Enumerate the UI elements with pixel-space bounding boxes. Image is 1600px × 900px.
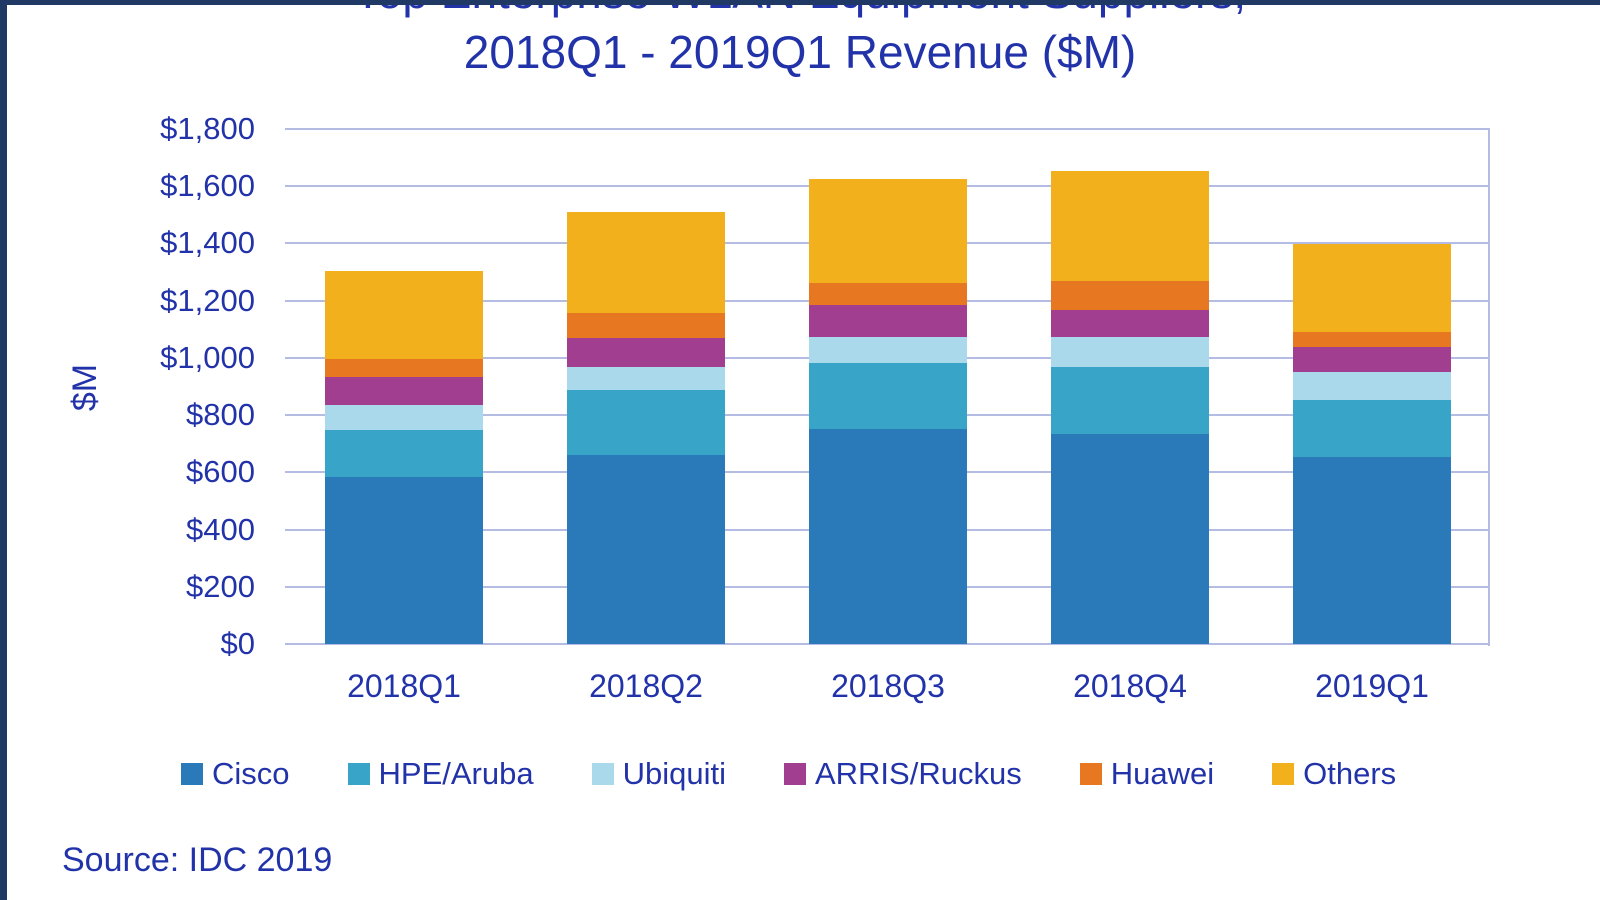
bar-segment-ubiquiti-2018Q4 <box>1051 337 1209 368</box>
frame-left-border <box>0 0 7 900</box>
bar-segment-ubiquiti-2019Q1 <box>1293 372 1451 400</box>
chart-title-line1-clipped: Top Enterprise WLAN Equipment Suppliers, <box>0 5 1600 18</box>
y-tick-label-1000: $1,000 <box>160 339 255 375</box>
legend-label: Ubiquiti <box>622 756 726 791</box>
stacked-bar-2018Q4 <box>1051 129 1209 644</box>
legend-label: Huawei <box>1110 756 1215 791</box>
y-tick-label-1200: $1,200 <box>160 282 255 318</box>
y-tick-label-800: $800 <box>186 397 255 433</box>
x-tick-label-2018Q2: 2018Q2 <box>589 668 703 704</box>
y-tick-label-600: $600 <box>186 454 255 490</box>
bar-segment-arris-ruckus-2018Q1 <box>325 377 483 405</box>
bar-segment-others-2018Q2 <box>567 212 725 313</box>
x-tick-label-2018Q4: 2018Q4 <box>1073 668 1187 704</box>
y-tick-label-200: $200 <box>186 568 255 604</box>
bar-segment-others-2019Q1 <box>1293 244 1451 333</box>
legend-swatch-icon <box>181 763 203 785</box>
x-tick-label-2018Q3: 2018Q3 <box>831 668 945 704</box>
legend-label: HPE/Aruba <box>378 756 534 791</box>
bar-segment-huawei-2018Q4 <box>1051 280 1209 310</box>
y-tick-label-400: $400 <box>186 511 255 547</box>
bar-segment-huawei-2018Q3 <box>809 282 967 305</box>
legend-item-huawei: Huawei <box>1079 756 1215 791</box>
bar-segment-others-2018Q3 <box>809 179 967 283</box>
bar-segment-arris-ruckus-2018Q2 <box>567 337 725 368</box>
stacked-bar-2018Q2 <box>567 129 725 644</box>
source-note: Source: IDC 2019 <box>62 841 333 879</box>
bar-segment-huawei-2019Q1 <box>1293 332 1451 348</box>
y-tick-label-1400: $1,400 <box>160 225 255 261</box>
legend-item-arris-ruckus: ARRIS/Ruckus <box>783 756 1022 791</box>
y-tick-label-1600: $1,600 <box>160 168 255 204</box>
legend-item-ubiquiti: Ubiquiti <box>591 756 726 791</box>
chart-title-line2: 2018Q1 - 2019Q1 Revenue ($M) <box>463 26 1137 78</box>
legend-label: Cisco <box>212 756 290 791</box>
bar-segment-ubiquiti-2018Q2 <box>567 367 725 390</box>
legend-swatch-icon <box>783 763 806 785</box>
legend-swatch-icon <box>1272 763 1295 785</box>
legend: Cisco HPE/Aruba Ubiquiti ARRIS/Ruckus Huawei… <box>181 757 1396 791</box>
stacked-bar-2019Q1 <box>1293 129 1451 644</box>
y-tick-label-0: $0 <box>220 626 255 661</box>
chart-title-line1: Top Enterprise WLAN Equipment Suppliers, <box>0 5 1600 18</box>
frame-top-border <box>0 0 1600 5</box>
bar-segment-hpe-aruba-2018Q1 <box>325 430 483 477</box>
bar-segment-arris-ruckus-2018Q3 <box>809 304 967 338</box>
plot-area <box>285 129 1490 644</box>
plot-right-border <box>1488 129 1490 646</box>
bar-segment-hpe-aruba-2018Q4 <box>1051 367 1209 434</box>
legend-label: ARRIS/Ruckus <box>814 756 1022 791</box>
bar-segment-cisco-2018Q1 <box>325 476 483 644</box>
x-tick-label-2019Q1: 2019Q1 <box>1315 668 1429 704</box>
bar-segment-arris-ruckus-2018Q4 <box>1051 309 1209 338</box>
legend-label: Others <box>1303 756 1397 791</box>
legend-swatch-icon <box>591 763 614 785</box>
bar-segment-cisco-2018Q4 <box>1051 433 1209 644</box>
stacked-bar-2018Q1 <box>325 129 483 644</box>
bar-segment-cisco-2019Q1 <box>1293 457 1451 644</box>
bar-segment-cisco-2018Q3 <box>809 429 967 644</box>
bar-segment-others-2018Q1 <box>325 270 483 360</box>
bar-segment-hpe-aruba-2018Q3 <box>809 363 967 430</box>
y-tick-label-1800: $1,800 <box>160 111 255 146</box>
bar-segment-cisco-2018Q2 <box>567 455 725 644</box>
gridline-0 <box>285 643 1490 645</box>
legend-swatch-icon <box>1079 763 1102 785</box>
legend-swatch-icon <box>347 763 370 785</box>
gridline-1800 <box>285 128 1490 130</box>
x-tick-label-2018Q1: 2018Q1 <box>347 668 461 704</box>
legend-item-others: Others <box>1272 757 1396 791</box>
legend-item-cisco: Cisco <box>181 757 290 791</box>
stacked-bar-2018Q3 <box>809 129 967 644</box>
bar-segment-ubiquiti-2018Q3 <box>809 337 967 364</box>
bar-segment-huawei-2018Q1 <box>325 359 483 378</box>
bar-segment-others-2018Q4 <box>1051 170 1209 281</box>
bar-segment-hpe-aruba-2018Q2 <box>567 389 725 456</box>
bar-segment-hpe-aruba-2019Q1 <box>1293 399 1451 458</box>
bar-segment-ubiquiti-2018Q1 <box>325 404 483 430</box>
bar-segment-huawei-2018Q2 <box>567 312 725 338</box>
bar-segment-arris-ruckus-2019Q1 <box>1293 347 1451 373</box>
legend-item-hpe-aruba: HPE/Aruba <box>347 756 534 791</box>
